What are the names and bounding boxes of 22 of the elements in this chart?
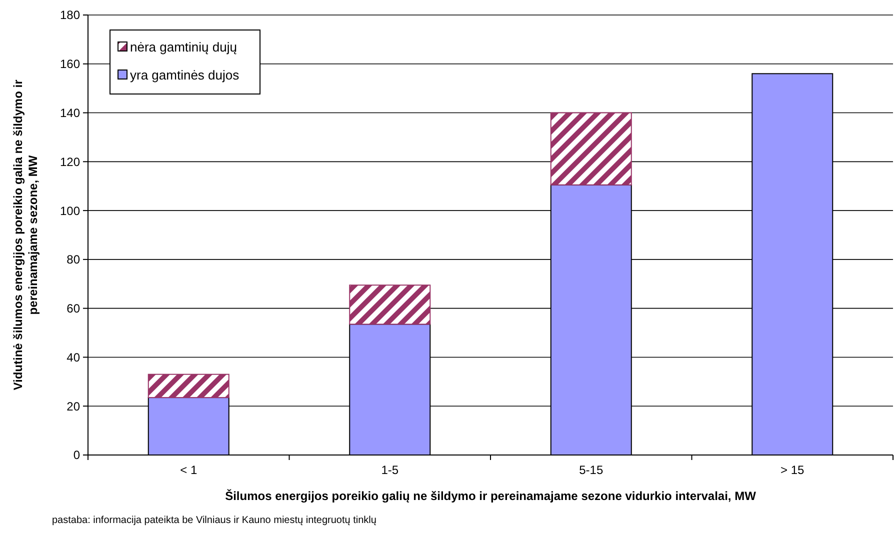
- y-tick-label: 80: [66, 252, 80, 267]
- x-tick-label: < 1: [180, 463, 198, 477]
- y-tick-label: 60: [66, 302, 80, 316]
- x-axis-title: Šilumos energijos poreikio galių ne šildymo ir pereinamajame sezone vidurkio intervalai, MW: [225, 489, 757, 503]
- y-tick-label: 140: [60, 106, 80, 120]
- y-tick-label: 180: [60, 8, 80, 22]
- legend-label: nėra gamtinių dujų: [130, 40, 237, 55]
- y-tick-label: 120: [60, 154, 80, 169]
- x-tick-label: > 15: [780, 463, 805, 477]
- bar: [349, 284, 431, 325]
- y-tick-label: 20: [66, 399, 80, 414]
- y-tick-label: 40: [66, 350, 80, 364]
- text: pastaba: informacija pateikta be Vilniaus ir Kauno miestų integruotų tinklų: [52, 515, 377, 526]
- y-tick-label: 0: [73, 448, 80, 462]
- x-tick-label: 5-15: [579, 463, 604, 477]
- bar: [550, 112, 632, 186]
- y-tick-label: 100: [60, 204, 80, 218]
- legend-label: yra gamtinės dujos: [130, 68, 240, 83]
- x-tick-label: 1-5: [381, 463, 399, 477]
- bar: [148, 374, 230, 398]
- y-tick-label: 160: [60, 57, 80, 72]
- y-axis-title: Vidutinė šilumos energijos poreikio galia ne šildymo ir pereinamajame sezone, MW: [11, 79, 40, 390]
